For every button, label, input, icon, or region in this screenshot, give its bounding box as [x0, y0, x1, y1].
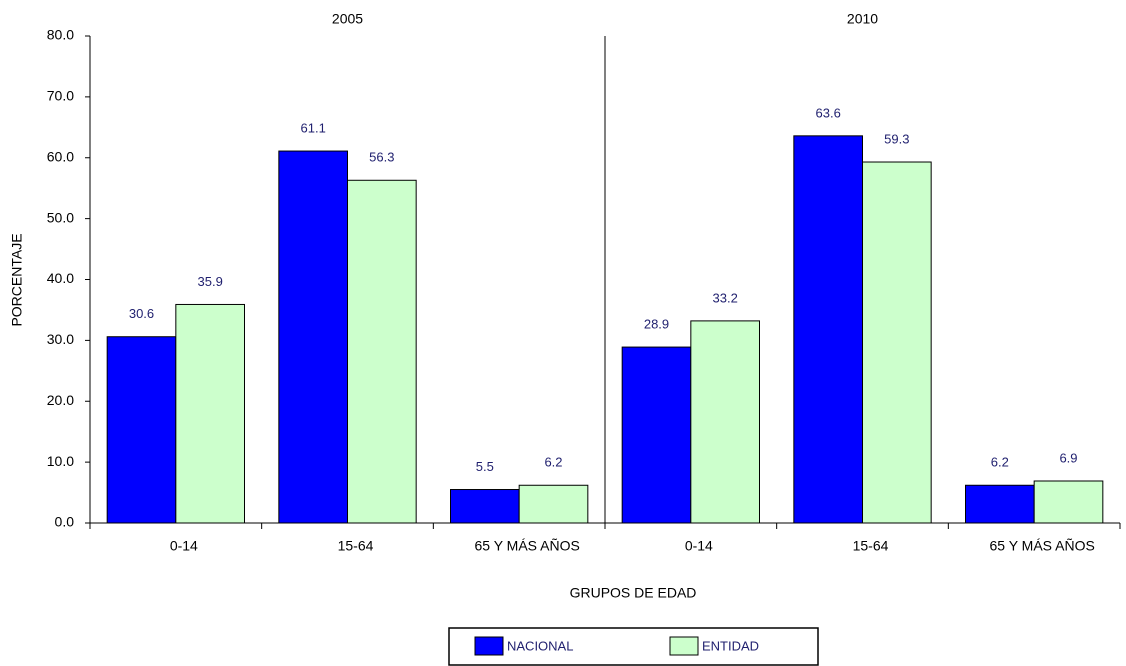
value-label: 5.5: [476, 459, 494, 474]
value-label: 33.2: [713, 290, 738, 305]
bar: [278, 150, 349, 524]
bar: [965, 484, 1035, 524]
bar: [450, 489, 520, 524]
bar: [862, 161, 932, 524]
y-tick-label: 80.0: [47, 27, 74, 43]
value-label: 59.3: [884, 131, 909, 146]
y-axis-label: PORCENTAJE: [9, 233, 25, 326]
y-tick-label: 50.0: [47, 209, 74, 225]
value-label: 30.6: [129, 306, 154, 321]
bar: [621, 346, 692, 524]
value-label: 6.2: [991, 455, 1009, 470]
value-label: 63.6: [816, 105, 841, 120]
legend-swatch: [474, 636, 504, 656]
value-label: 35.9: [198, 274, 223, 289]
x-tick-label: 15-64: [338, 538, 374, 554]
x-tick-label: 0-14: [685, 538, 713, 554]
value-label: 61.1: [301, 120, 326, 135]
value-label: 6.2: [544, 455, 562, 470]
bar: [793, 135, 863, 524]
bar: [1033, 480, 1104, 524]
panel-title: 2010: [847, 11, 878, 27]
y-tick-label: 0.0: [55, 514, 75, 530]
x-tick-label: 65 Y MÁS AÑOS: [990, 538, 1095, 554]
bar: [106, 336, 177, 524]
value-label: 6.9: [1059, 450, 1077, 465]
x-axis-label: GRUPOS DE EDAD: [570, 585, 697, 601]
y-tick-label: 60.0: [47, 148, 74, 164]
legend-label: NACIONAL: [507, 638, 573, 653]
bar: [690, 320, 760, 524]
y-tick-label: 30.0: [47, 331, 74, 347]
value-label: 56.3: [369, 150, 394, 165]
x-tick-label: 0-14: [170, 538, 198, 554]
legend-swatch: [669, 636, 699, 656]
value-label: 28.9: [644, 317, 669, 332]
bar: [518, 484, 589, 524]
y-tick-label: 10.0: [47, 453, 74, 469]
bar: [347, 179, 417, 524]
legend-label: ENTIDAD: [702, 638, 759, 653]
legend-box: [448, 627, 819, 666]
y-tick-label: 70.0: [47, 88, 74, 104]
bar: [175, 303, 245, 524]
y-tick-label: 20.0: [47, 392, 74, 408]
panel-title: 2005: [332, 11, 363, 27]
x-tick-label: 15-64: [853, 538, 889, 554]
y-tick-label: 40.0: [47, 270, 74, 286]
x-tick-label: 65 Y MÁS AÑOS: [475, 538, 580, 554]
